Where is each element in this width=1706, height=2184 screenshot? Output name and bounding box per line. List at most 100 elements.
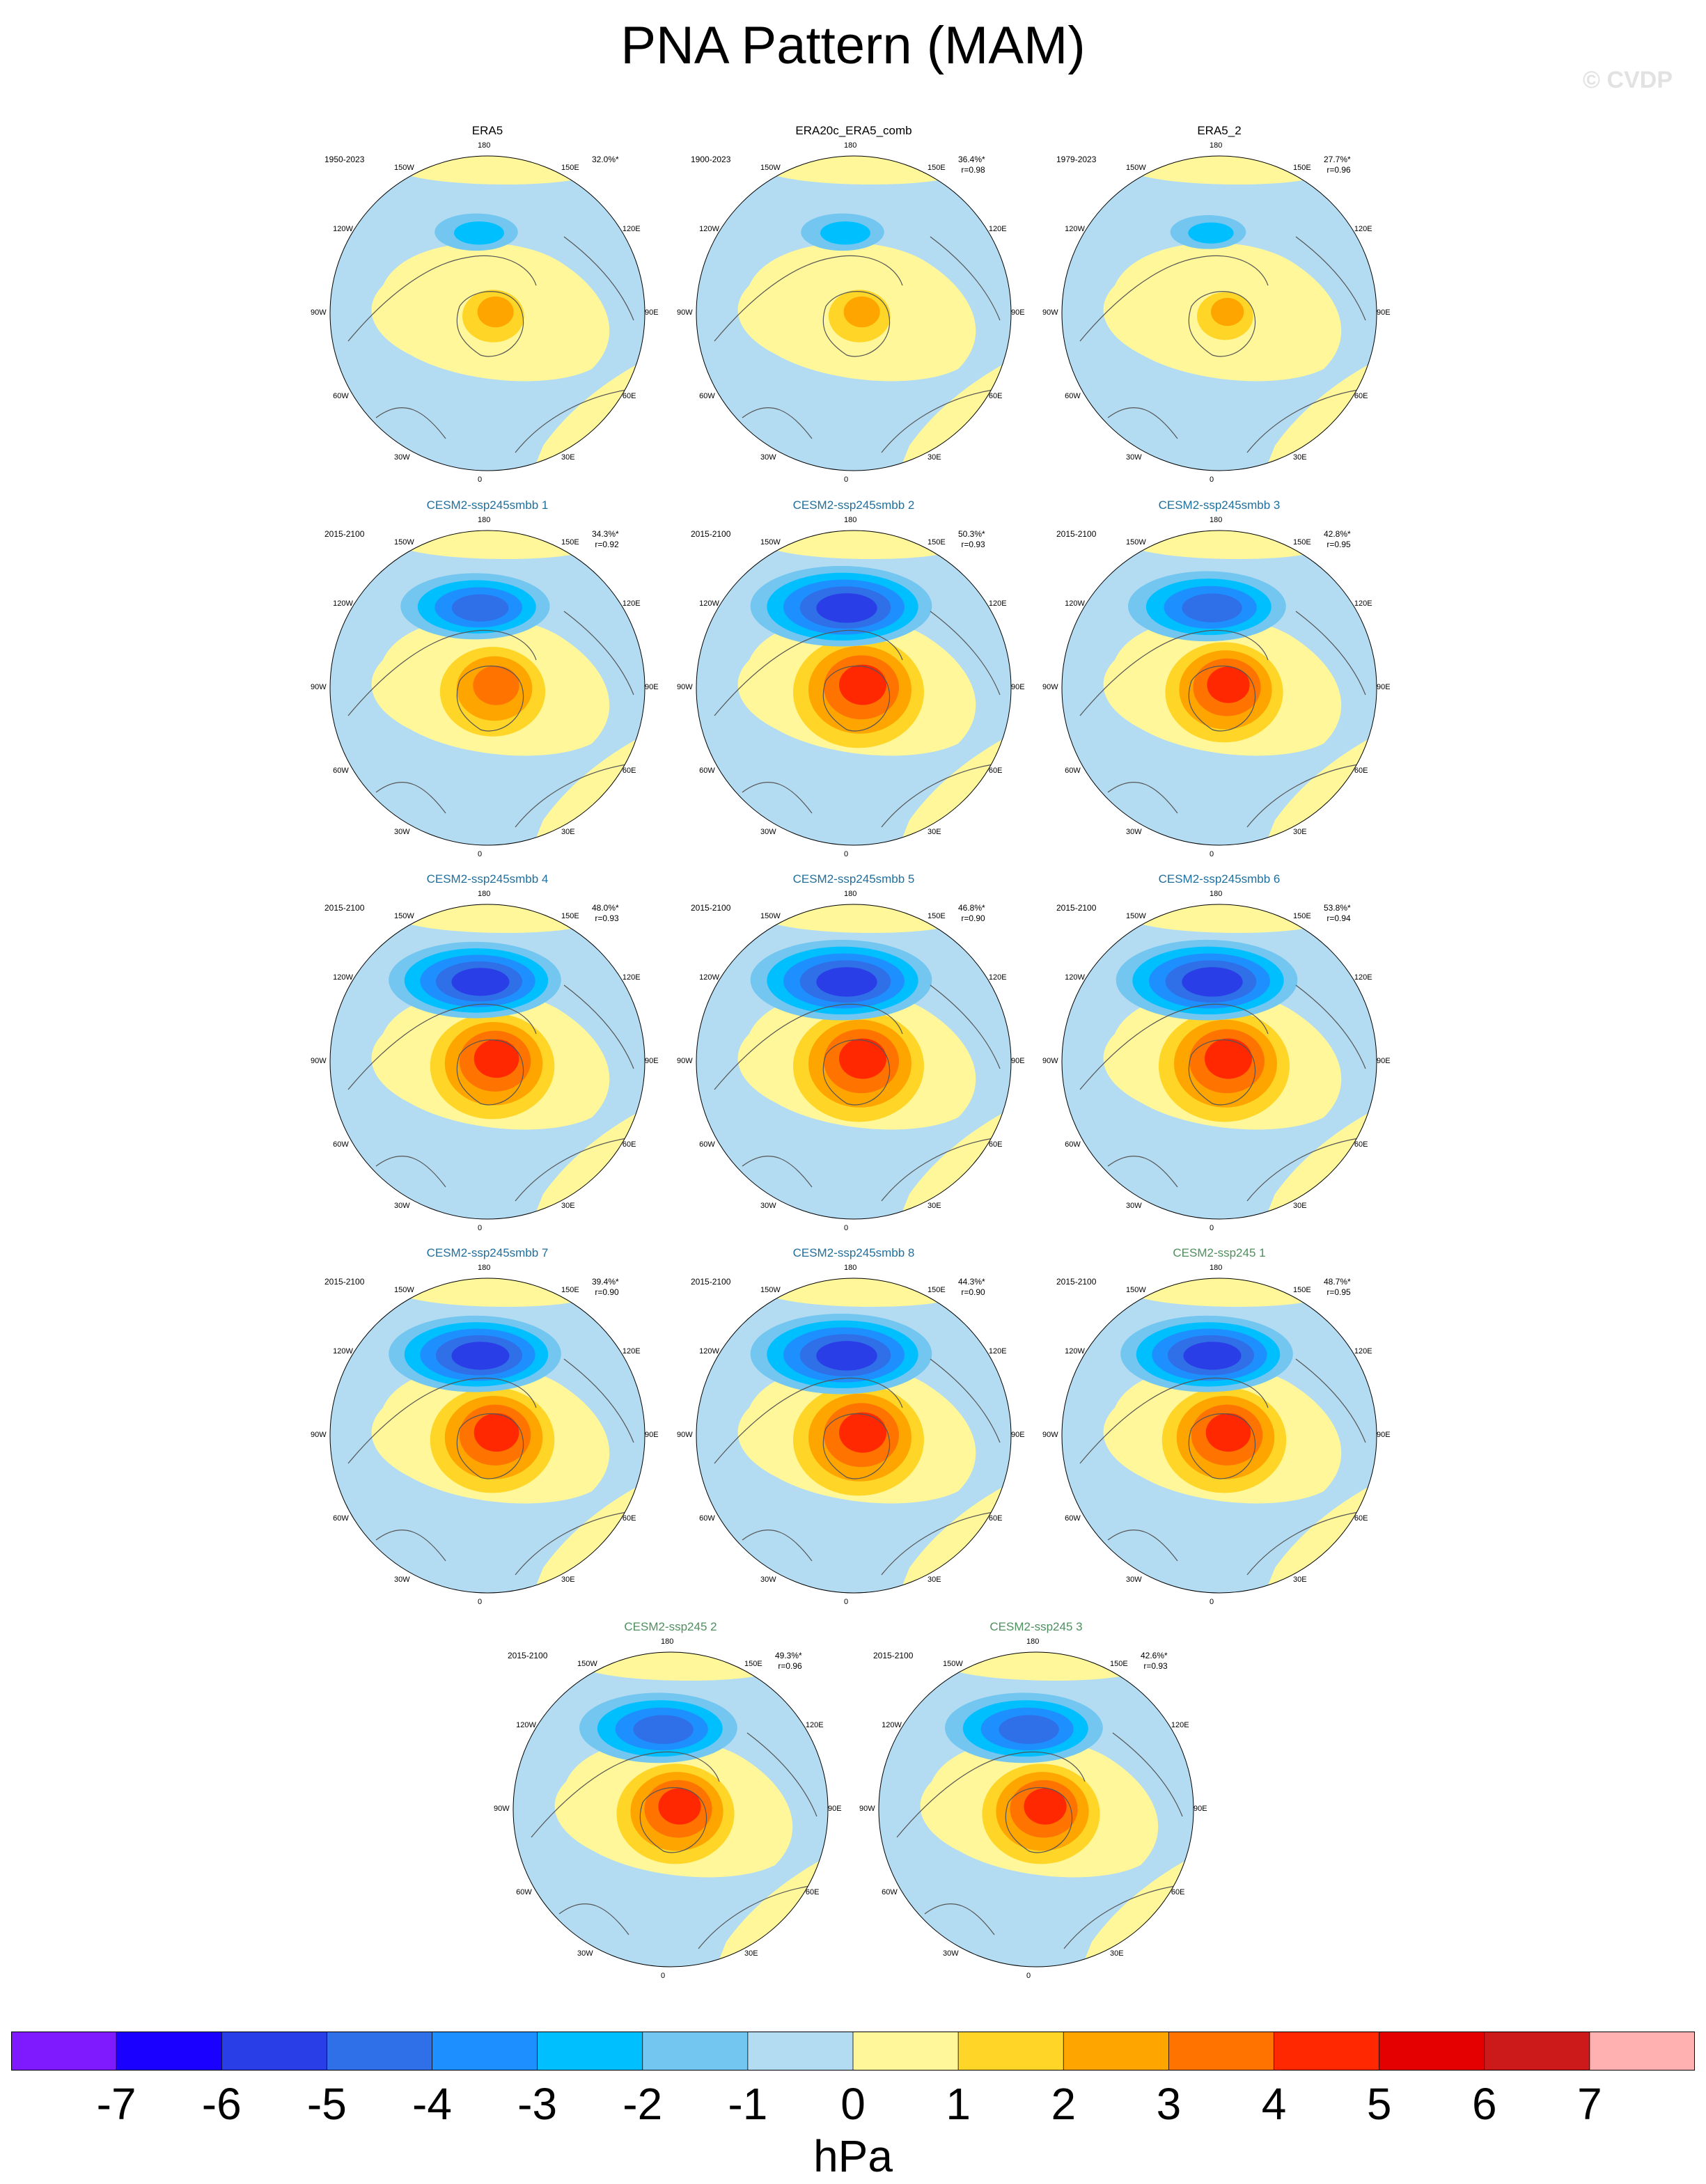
coastline — [456, 666, 524, 732]
coastline — [347, 629, 537, 716]
coastline — [1295, 1358, 1366, 1443]
pattern-correlation: r=0.96 — [778, 1661, 802, 1671]
coastline — [930, 1358, 1001, 1443]
panel-years: 2015-2100 — [691, 529, 731, 539]
longitude-label: 180 — [844, 890, 857, 898]
longitude-label: 150W — [394, 912, 414, 921]
positive-anomaly-contour — [839, 664, 886, 705]
longitude-label: 120W — [882, 1721, 902, 1729]
longitude-label: 90E — [645, 1057, 659, 1065]
longitude-label: 150W — [394, 164, 414, 173]
colorbar-swatch — [327, 2032, 432, 2071]
longitude-label: 60W — [1065, 1514, 1081, 1523]
map-panel: CESM2-ssp245smbb 6 2015-2100 53.8%* r=0.94 1… — [1038, 872, 1400, 1234]
longitude-label: 150W — [760, 164, 781, 173]
longitude-label: 60E — [805, 1888, 820, 1896]
map-border — [329, 904, 645, 1220]
longitude-label: 30E — [928, 453, 941, 462]
polar-map — [512, 1651, 829, 1967]
map-panel: CESM2-ssp245smbb 5 2015-2100 46.8%* r=0.90 1… — [673, 872, 1035, 1234]
longitude-label: 30W — [1126, 827, 1142, 836]
pattern-correlation: r=0.93 — [595, 913, 619, 923]
longitude-label: 90W — [677, 683, 693, 691]
map-border — [1061, 1278, 1377, 1594]
panel-stats: 49.3%* r=0.96 — [775, 1651, 802, 1672]
longitude-label: 90W — [1042, 1057, 1058, 1065]
coastline — [1188, 291, 1256, 357]
longitude-label: 60W — [1065, 1140, 1081, 1149]
variance-explained: 34.3%* — [592, 529, 619, 539]
longitude-label: 150E — [928, 164, 946, 173]
longitude-label: 60W — [333, 1140, 349, 1149]
longitude-label: 150W — [943, 1660, 963, 1669]
longitude-label: 60E — [622, 1140, 636, 1149]
positive-anomaly-contour — [1205, 1413, 1251, 1452]
panel-stats: 53.8%* r=0.94 — [1324, 903, 1351, 924]
longitude-label: 90W — [1042, 308, 1058, 317]
longitude-label: 60W — [699, 392, 715, 400]
longitude-label: 120E — [622, 599, 641, 608]
negative-anomaly-contour — [816, 1341, 877, 1371]
colorbar — [11, 2032, 1695, 2071]
longitude-label: 120W — [1065, 1347, 1085, 1356]
coastline — [375, 1155, 446, 1188]
polar-map — [696, 155, 1012, 471]
coastline — [375, 407, 446, 439]
longitude-label: 30W — [394, 1201, 410, 1210]
variance-explained: 53.8%* — [1324, 903, 1351, 913]
longitude-label: 0 — [478, 850, 483, 858]
coastline — [1246, 1511, 1359, 1576]
panel-years: 2015-2100 — [1056, 1277, 1097, 1287]
coastline — [746, 1732, 817, 1817]
longitude-label: 0 — [1210, 1224, 1214, 1232]
colorbar-swatch — [1168, 2032, 1274, 2071]
longitude-label: 0 — [478, 1598, 483, 1606]
longitude-label: 120E — [622, 973, 641, 982]
longitude-label: 90W — [311, 308, 327, 317]
longitude-label: 120E — [988, 973, 1007, 982]
longitude-label: 120E — [1354, 1347, 1372, 1356]
longitude-label: 90E — [1377, 683, 1391, 691]
panel-years: 1900-2023 — [691, 155, 731, 164]
longitude-label: 0 — [1210, 476, 1214, 484]
colorbar-tick-label: 4 — [1261, 2079, 1287, 2129]
longitude-label: 150E — [561, 1286, 579, 1295]
longitude-label: 150W — [760, 912, 781, 921]
longitude-label: 150W — [1126, 538, 1146, 547]
coastline — [1107, 407, 1178, 439]
longitude-label: 150E — [561, 164, 579, 173]
longitude-label: 120E — [622, 225, 641, 233]
coastline — [714, 1377, 903, 1464]
panel-title: CESM2-ssp245smbb 8 — [792, 1246, 915, 1259]
longitude-label: 120W — [1065, 599, 1085, 608]
coastline — [563, 984, 634, 1069]
positive-anomaly-contour — [474, 1039, 519, 1078]
colorbar-tick-label: 0 — [840, 2079, 866, 2129]
polar-map — [1061, 530, 1377, 846]
pattern-correlation: r=0.93 — [1143, 1661, 1168, 1671]
map-panel: CESM2-ssp245smbb 1 2015-2100 34.3%* r=0.92 1… — [306, 498, 668, 861]
pattern-correlation: r=0.90 — [961, 913, 985, 923]
colorbar-swatch — [642, 2032, 749, 2071]
longitude-label: 180 — [478, 1264, 491, 1272]
longitude-label: 60E — [622, 767, 636, 775]
panel-years: 2015-2100 — [691, 903, 731, 913]
pattern-correlation: r=0.92 — [595, 540, 619, 549]
longitude-label: 90E — [1011, 308, 1025, 317]
negative-anomaly-contour — [820, 221, 870, 245]
colorbar-tick-label: 6 — [1471, 2079, 1497, 2129]
longitude-label: 60W — [333, 767, 349, 775]
colorbar-tick-label: 2 — [1051, 2079, 1077, 2129]
longitude-label: 180 — [1026, 1637, 1040, 1646]
longitude-label: 90W — [677, 1057, 693, 1065]
panel-title: CESM2-ssp245smbb 3 — [1158, 498, 1281, 512]
longitude-label: 120E — [1171, 1721, 1189, 1729]
positive-anomaly-contour — [1207, 666, 1250, 703]
map-border — [329, 530, 645, 846]
longitude-label: 0 — [661, 1972, 666, 1980]
panel-years: 2015-2100 — [691, 1277, 731, 1287]
longitude-label: 150E — [928, 538, 946, 547]
polar-map — [1061, 1278, 1377, 1594]
coastline — [896, 1751, 1086, 1838]
longitude-label: 30W — [394, 453, 410, 462]
